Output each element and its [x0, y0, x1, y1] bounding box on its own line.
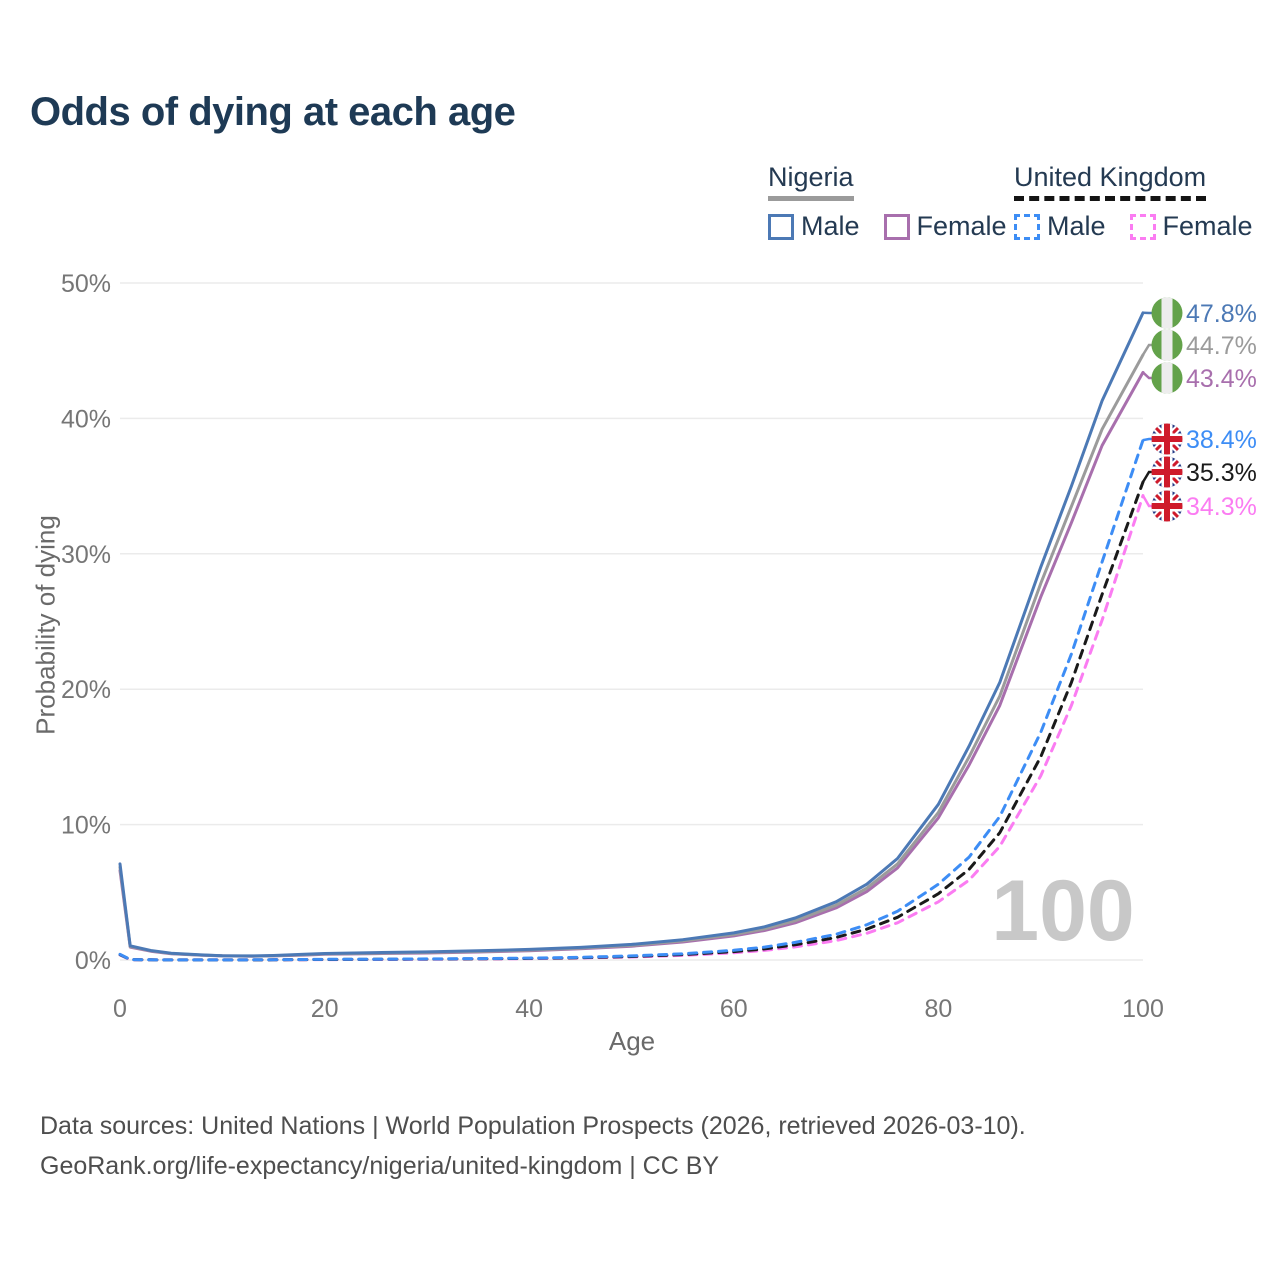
x-axis-title: Age [608, 1026, 656, 1056]
flag-uk-icon [1151, 423, 1183, 455]
y-tick-label-0: 0% [75, 947, 111, 975]
legend-group-nigeria: Nigeria Male Female [768, 162, 1007, 242]
legend-country-united-kingdom: United Kingdom [1014, 162, 1207, 201]
series-line-united-kingdom-male [118, 438, 1145, 962]
flag-nigeria-icon [1151, 297, 1183, 329]
source-line-2: GeoRank.org/life-expectancy/nigeria/unit… [40, 1152, 720, 1180]
legend-label: Female [1162, 211, 1253, 241]
y-tick-label-30: 30% [61, 541, 111, 569]
legend-label: Female [916, 211, 1007, 241]
flag-nigeria-icon [1151, 362, 1183, 394]
nigeria-female-swatch-icon [883, 213, 910, 240]
series-line-nigeria-both-sexes [118, 353, 1145, 958]
end-value-label-nigeria-male: 47.8% [1186, 300, 1257, 328]
flag-uk-icon [1151, 490, 1183, 522]
end-value-label-nigeria-both-sexes: 44.7% [1186, 332, 1257, 360]
hover-age-watermark: 100 [991, 863, 1135, 959]
legend-country-nigeria: Nigeria [768, 162, 854, 201]
legend-label: Male [1047, 211, 1106, 241]
x-tick-label-20: 20 [311, 995, 339, 1023]
legend-item-nigeria-female[interactable]: Female [883, 211, 1007, 242]
y-tick-label-50: 50% [61, 270, 111, 298]
x-tick-label-60: 60 [720, 995, 748, 1023]
x-tick-label-0: 0 [113, 995, 127, 1023]
y-tick-label-20: 20% [61, 676, 111, 704]
uk-male-swatch-icon [1014, 213, 1040, 240]
end-value-label-united-kingdom-both-sexes: 35.3% [1186, 459, 1257, 487]
x-tick-label-100: 100 [1122, 995, 1164, 1023]
legend-label: Male [801, 211, 860, 241]
uk-female-swatch-icon [1129, 213, 1156, 240]
series-line-nigeria-female [118, 370, 1145, 958]
source-line-1: Data sources: United Nations | World Pop… [40, 1112, 1026, 1140]
series-line-nigeria-male [118, 311, 1145, 958]
end-label-connector-nigeria-both-sexes [1141, 343, 1152, 356]
nigeria-male-swatch-icon [768, 213, 794, 240]
legend-item-nigeria-male[interactable]: Male [768, 211, 860, 242]
end-value-label-united-kingdom-female: 34.3% [1186, 493, 1257, 521]
end-label-connector-united-kingdom-both-sexes [1141, 470, 1152, 483]
y-tick-label-40: 40% [61, 405, 111, 433]
flag-nigeria-icon [1151, 329, 1183, 361]
end-value-label-united-kingdom-male: 38.4% [1186, 426, 1257, 454]
flag-uk-icon [1151, 456, 1183, 488]
end-value-label-nigeria-female: 43.4% [1186, 365, 1257, 393]
end-label-connector-united-kingdom-female [1141, 494, 1152, 508]
y-tick-label-10: 10% [61, 812, 111, 840]
legend-group-united-kingdom: United Kingdom Male Female [1014, 162, 1253, 242]
end-label-connector-nigeria-female [1142, 371, 1152, 380]
legend-item-uk-male[interactable]: Male [1014, 211, 1106, 242]
data-source-note: Data sources: United Nations | World Pop… [40, 1106, 1240, 1186]
legend-item-uk-female[interactable]: Female [1129, 211, 1253, 242]
page-title: Odds of dying at each age [30, 90, 516, 134]
x-tick-label-80: 80 [924, 995, 952, 1023]
end-label-connector-united-kingdom-male [1142, 437, 1152, 442]
x-tick-label-40: 40 [515, 995, 543, 1023]
